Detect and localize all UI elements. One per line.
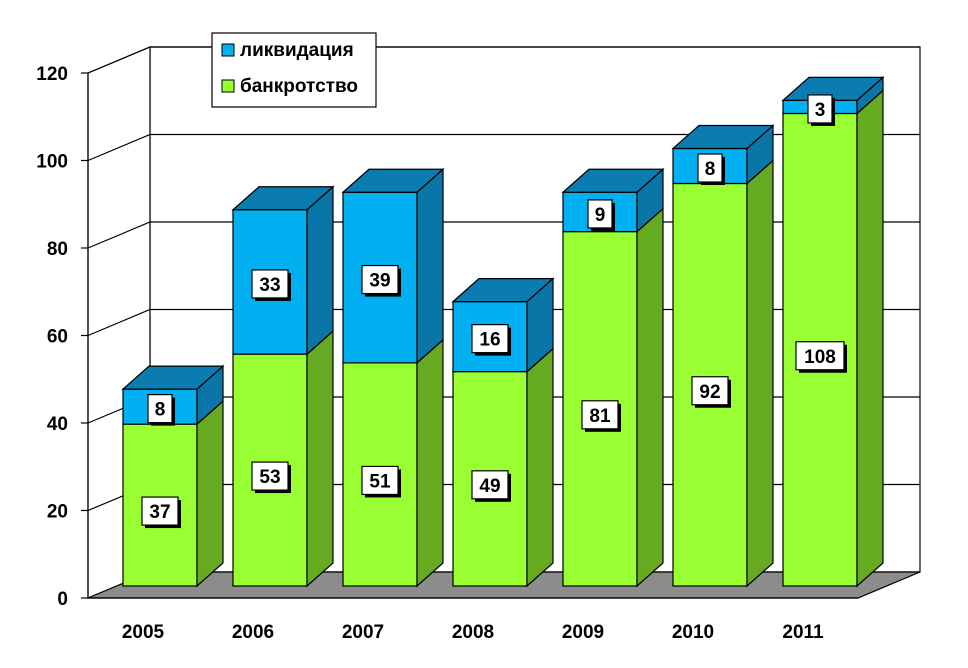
data-label-bankruptcy-2011-box — [795, 341, 845, 371]
bars: 37 8 53 33 51 39 49 16 81 9 92 8 108 3 — [121, 76, 885, 588]
bar-group-2009: 81 9 — [561, 167, 665, 588]
y-tick-label: 60 — [47, 327, 68, 348]
bar-group-2010: 92 8 — [671, 124, 775, 588]
bar-bankruptcy-side-2009 — [636, 207, 664, 588]
data-label-bankruptcy-2007-box — [361, 465, 399, 496]
bar-top-2007 — [341, 168, 445, 193]
data-label-bankruptcy-2006-box — [251, 461, 289, 491]
bar-group-2008: 49 16 — [451, 277, 555, 588]
data-label-liquidation-2006: 33 — [259, 275, 280, 296]
data-label-bankruptcy-2009-box — [581, 400, 619, 430]
bar-bankruptcy-side-2005 — [196, 399, 224, 588]
legend-box — [211, 32, 377, 108]
x-axis: 2005 2006 2007 2008 2009 2010 2011 — [88, 597, 858, 643]
data-label-bankruptcy-2010: 92 — [699, 382, 720, 403]
legend-label-1: банкротство — [240, 76, 358, 97]
data-label-liquidation-2010-box — [697, 153, 723, 183]
data-label-bankruptcy-2008-box — [471, 470, 509, 500]
y-tick-label: 0 — [57, 589, 68, 610]
bar-group-2005: 37 8 — [121, 364, 225, 588]
data-label-liquidation-2009-box — [587, 199, 613, 229]
bar-bankruptcy-side-2011 — [856, 89, 884, 588]
data-label-bankruptcy-2005-box — [141, 496, 179, 526]
data-label-bankruptcy-2009: 81 — [589, 406, 611, 427]
x-tick-label-2005: 2005 — [122, 622, 165, 643]
data-label-liquidation-2008-box — [471, 324, 509, 354]
data-label-bankruptcy-2007: 51 — [369, 471, 391, 492]
y-tick-label: 80 — [47, 239, 68, 260]
bar-group-2007: 51 39 — [341, 167, 445, 588]
bar-liquidation-side-2006 — [306, 185, 334, 356]
bar-top-2008 — [451, 278, 555, 303]
gridline-100 — [87, 133, 920, 162]
legend-label-0: ликвидация — [240, 40, 354, 61]
data-label-liquidation-2005-box — [147, 394, 173, 424]
x-tick-label-2008: 2008 — [452, 622, 494, 643]
data-label-liquidation-2011-box — [807, 94, 833, 124]
bar-bankruptcy-side-2006 — [306, 329, 334, 588]
bar-bankruptcy-side-2007 — [416, 338, 444, 588]
data-label-bankruptcy-2005: 37 — [149, 502, 170, 523]
data-label-liquidation-2007: 39 — [369, 271, 390, 292]
x-tick-label-2006: 2006 — [232, 622, 274, 643]
data-label-liquidation-2009: 9 — [595, 205, 606, 226]
data-label-liquidation-2005: 8 — [155, 400, 166, 421]
x-tick-label-2010: 2010 — [672, 622, 714, 643]
legend-swatch-1 — [221, 79, 235, 93]
data-label-bankruptcy-2008: 49 — [479, 476, 500, 497]
gridline-120 — [87, 46, 920, 74]
bar-group-2006: 53 33 — [231, 185, 335, 588]
bar-top-2010 — [671, 124, 775, 150]
data-label-liquidation-2007-box — [361, 264, 399, 295]
bar-top-2005 — [121, 365, 225, 390]
data-label-liquidation-2008: 16 — [479, 330, 500, 351]
data-label-bankruptcy-2006: 53 — [259, 467, 280, 488]
bar-top-2009 — [561, 168, 665, 193]
legend-swatch-0 — [221, 43, 235, 57]
data-label-liquidation-2006-box — [251, 269, 289, 299]
x-tick-label-2011: 2011 — [782, 622, 824, 643]
x-tick-label-2009: 2009 — [562, 622, 604, 643]
data-label-bankruptcy-2010-box — [691, 376, 729, 406]
data-label-liquidation-2010: 8 — [705, 159, 716, 180]
legend: ликвидация банкротство — [211, 32, 377, 108]
bar-bankruptcy-side-2010 — [746, 159, 774, 588]
bar-group-2011: 108 3 — [781, 76, 885, 588]
y-tick-label: 100 — [36, 152, 68, 173]
bar-liquidation-side-2007 — [416, 167, 444, 365]
y-tick-label: 120 — [36, 64, 68, 85]
bar-top-2006 — [231, 186, 335, 211]
y-tick-label: 20 — [47, 502, 68, 523]
data-label-bankruptcy-2011: 108 — [804, 347, 836, 368]
y-tick-label: 40 — [47, 414, 68, 435]
y-axis: 0 20 40 60 80 100 120 — [36, 64, 89, 610]
data-label-liquidation-2011: 3 — [815, 100, 826, 121]
bar-bankruptcy-side-2008 — [526, 347, 554, 588]
x-tick-label-2007: 2007 — [342, 622, 384, 643]
